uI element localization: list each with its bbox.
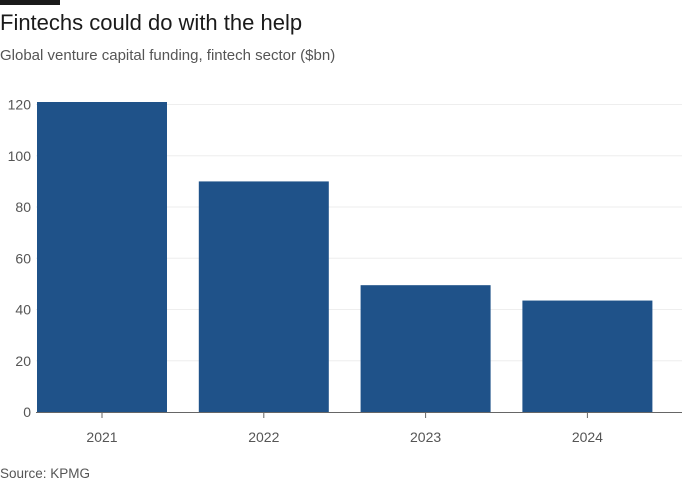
x-tick-label: 2022: [248, 429, 279, 445]
bars: [37, 102, 653, 412]
x-tick-label: 2024: [572, 429, 603, 445]
bar-2023: [360, 285, 491, 412]
source-note: Source: KPMG: [0, 466, 91, 481]
y-tick-label: 0: [23, 404, 31, 420]
bar-2021: [37, 102, 167, 412]
axes: 0 20 40 60 80 100 120 2021 2022 2023 2024: [8, 97, 682, 445]
y-tick-label: 80: [15, 199, 31, 215]
brand-bar: [0, 0, 60, 5]
bar-2022: [198, 181, 329, 412]
chart-subtitle: Global venture capital funding, fintech …: [0, 47, 336, 64]
y-tick-label: 120: [8, 97, 32, 113]
bar-2024: [522, 300, 653, 412]
y-tick-label: 40: [15, 302, 31, 318]
y-tick-label: 100: [8, 148, 32, 164]
y-tick-label: 20: [15, 353, 31, 369]
y-tick-label: 60: [15, 250, 31, 266]
chart-title: Fintechs could do with the help: [0, 10, 303, 35]
x-tick-label: 2021: [86, 429, 117, 445]
x-tick-label: 2023: [410, 429, 441, 445]
